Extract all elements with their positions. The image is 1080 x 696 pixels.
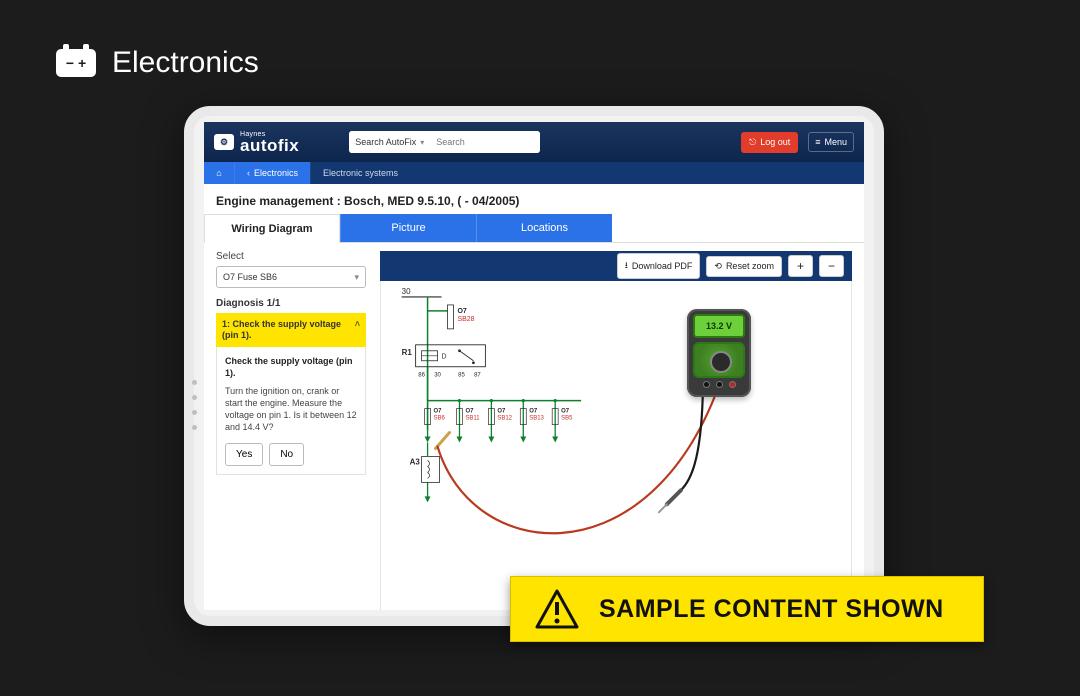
- chevron-up-icon: ˄: [349, 319, 360, 330]
- search-scope-label: Search AutoFix: [355, 137, 416, 147]
- breadcrumb-back[interactable]: ‹ Electronics: [234, 162, 310, 184]
- svg-text:85: 85: [458, 373, 465, 379]
- home-icon: ⌂: [216, 168, 221, 178]
- svg-text:86: 86: [418, 373, 425, 379]
- tab-locations[interactable]: Locations: [476, 214, 612, 242]
- download-label: Download PDF: [632, 261, 693, 271]
- svg-text:SB5: SB5: [561, 416, 573, 422]
- menu-label: Menu: [824, 137, 847, 147]
- diagram-panel: ⭳ Download PDF ⟲ Reset zoom + − 30O7SB28…: [380, 251, 852, 610]
- svg-text:D: D: [442, 354, 447, 361]
- multimeter-display: 13.2 V: [693, 314, 745, 338]
- breadcrumb-bar: ⌂ ‹ Electronics Electronic systems: [204, 162, 864, 184]
- left-panel: Select O7 Fuse SB6 ▾ Diagnosis 1/1 1: Ch…: [216, 251, 366, 610]
- breadcrumb-home[interactable]: ⌂: [204, 162, 234, 184]
- yes-button[interactable]: Yes: [225, 443, 263, 466]
- svg-text:30: 30: [402, 287, 411, 296]
- component-select[interactable]: O7 Fuse SB6 ▾: [216, 266, 366, 288]
- chevron-down-icon: ▾: [420, 138, 424, 147]
- step-question: Check the supply voltage (pin 1).: [225, 355, 357, 379]
- page-header: − + Electronics: [56, 46, 259, 80]
- diagnosis-title: Diagnosis 1/1: [216, 298, 366, 309]
- svg-text:O7: O7: [457, 308, 466, 315]
- svg-text:87: 87: [474, 373, 481, 379]
- svg-text:SB12: SB12: [497, 416, 512, 422]
- page-header-title: Electronics: [112, 46, 259, 80]
- chevron-down-icon: ▾: [354, 272, 359, 283]
- battery-icon: − +: [56, 49, 96, 77]
- yes-no-group: Yes No: [225, 443, 357, 466]
- diagnosis-step-header[interactable]: 1: Check the supply voltage (pin 1). ˄: [216, 313, 366, 347]
- select-value: O7 Fuse SB6: [223, 272, 277, 282]
- multimeter-dial-icon: [710, 351, 732, 373]
- chevron-left-icon: ‹: [247, 168, 250, 178]
- app-screen: ⚙ Haynes autofix Search AutoFix ▾ ⎋ Log …: [204, 122, 864, 610]
- logout-icon: ⎋: [749, 137, 756, 148]
- wiring-diagram[interactable]: 30O7SB28R1D86308587O7SB6O7SB11O7SB12O7SB…: [380, 281, 852, 610]
- svg-text:SB6: SB6: [434, 416, 446, 422]
- tablet-frame: ⚙ Haynes autofix Search AutoFix ▾ ⎋ Log …: [184, 106, 884, 626]
- svg-text:SB13: SB13: [529, 416, 544, 422]
- reset-zoom-button[interactable]: ⟲ Reset zoom: [706, 256, 782, 277]
- download-pdf-button[interactable]: ⭳ Download PDF: [617, 253, 701, 279]
- svg-text:O7: O7: [497, 409, 506, 415]
- app-logo[interactable]: ⚙ Haynes autofix: [214, 131, 299, 154]
- svg-text:O7: O7: [561, 409, 570, 415]
- reset-label: Reset zoom: [726, 261, 774, 271]
- breadcrumb-current-label: Electronic systems: [323, 168, 398, 178]
- tab-picture[interactable]: Picture: [340, 214, 476, 242]
- svg-text:O7: O7: [529, 409, 538, 415]
- download-icon: ⭳: [625, 258, 628, 274]
- diagnosis-step-body: Check the supply voltage (pin 1). Turn t…: [216, 347, 366, 476]
- breadcrumb-current[interactable]: Electronic systems: [310, 162, 410, 184]
- step-header-text: 1: Check the supply voltage (pin 1).: [222, 319, 349, 341]
- hamburger-icon: ≡: [815, 137, 820, 147]
- multimeter: 13.2 V: [687, 309, 751, 397]
- logout-button[interactable]: ⎋ Log out: [741, 132, 798, 153]
- search-input[interactable]: [430, 131, 540, 153]
- content-area: Select O7 Fuse SB6 ▾ Diagnosis 1/1 1: Ch…: [204, 243, 864, 610]
- logo-text: Haynes autofix: [240, 131, 299, 154]
- breadcrumb-back-label: Electronics: [254, 168, 298, 178]
- diagram-toolbar: ⭳ Download PDF ⟲ Reset zoom + −: [380, 251, 852, 281]
- svg-text:O7: O7: [465, 409, 474, 415]
- menu-button[interactable]: ≡ Menu: [808, 132, 854, 152]
- banner-text: SAMPLE CONTENT SHOWN: [599, 595, 944, 624]
- svg-text:SB11: SB11: [465, 416, 480, 422]
- reset-icon: ⟲: [714, 261, 722, 272]
- tabs: Wiring Diagram Picture Locations: [204, 214, 864, 243]
- zoom-out-button[interactable]: −: [819, 255, 844, 277]
- diagram-svg: 30O7SB28R1D86308587O7SB6O7SB11O7SB12O7SB…: [381, 281, 851, 610]
- sample-content-banner: SAMPLE CONTENT SHOWN: [510, 576, 984, 642]
- svg-text:A3: A3: [410, 457, 421, 466]
- warning-icon: [535, 589, 579, 629]
- page-indicator-dots: [192, 380, 197, 430]
- no-button[interactable]: No: [269, 443, 304, 466]
- page-title: Engine management : Bosch, MED 9.5.10, (…: [204, 184, 864, 214]
- logo-big: autofix: [240, 137, 299, 154]
- logout-label: Log out: [760, 137, 790, 147]
- svg-text:SB28: SB28: [457, 316, 474, 323]
- svg-text:R1: R1: [402, 348, 413, 357]
- select-label: Select: [216, 251, 366, 262]
- svg-text:O7: O7: [434, 409, 443, 415]
- logo-mark-icon: ⚙: [214, 134, 234, 150]
- search-group: Search AutoFix ▾: [349, 131, 540, 153]
- multimeter-ports: [703, 381, 736, 388]
- search-scope-dropdown[interactable]: Search AutoFix ▾: [349, 131, 430, 153]
- app-bar: ⚙ Haynes autofix Search AutoFix ▾ ⎋ Log …: [204, 122, 864, 162]
- step-instructions: Turn the ignition on, crank or start the…: [225, 385, 357, 434]
- multimeter-face: [693, 342, 745, 378]
- tab-wiring-diagram[interactable]: Wiring Diagram: [204, 214, 340, 243]
- zoom-in-button[interactable]: +: [788, 255, 813, 277]
- svg-text:30: 30: [434, 373, 441, 379]
